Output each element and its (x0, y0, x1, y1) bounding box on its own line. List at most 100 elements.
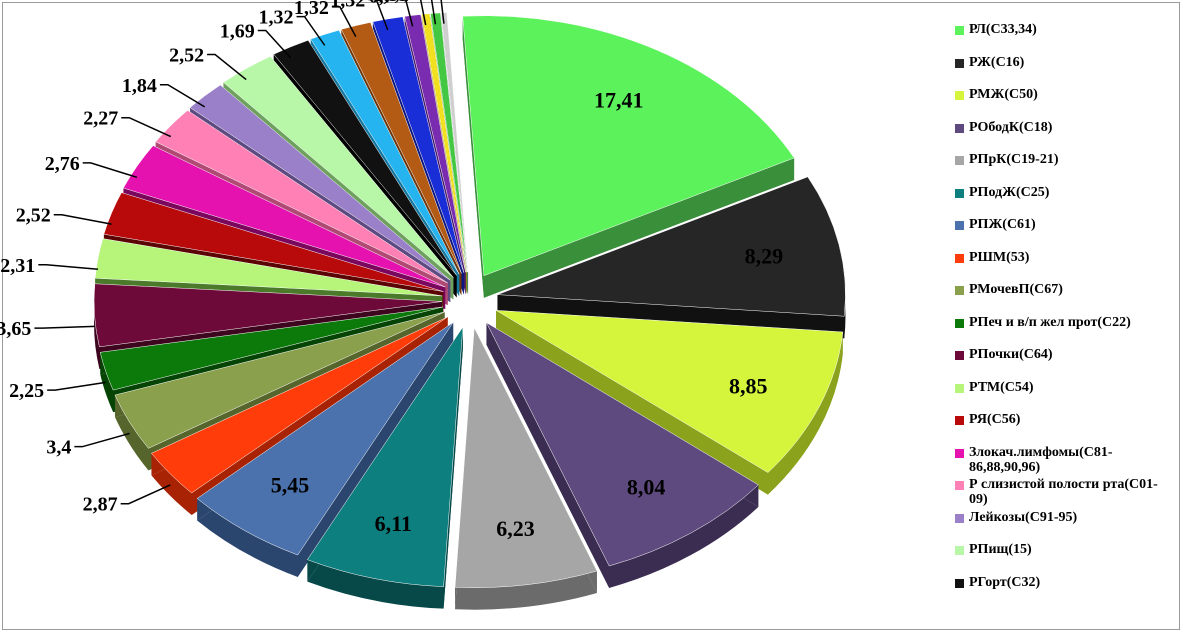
pie-slice (372, 16, 465, 273)
data-label: 2,25 (9, 380, 44, 402)
pie-slice (497, 176, 846, 317)
legend: РЛ(С33,34) РЖ(С16) РМЖ(С50) РОбодК(С18) РПрК… (955, 22, 1180, 607)
legend-swatch (955, 513, 964, 523)
data-labels: 17,41 8,29 8,85 8,04 6,23 6,11 5,45 2,87 3,4 2,25… (0, 0, 783, 541)
legend-item: РМочевП(С67) (955, 282, 1180, 315)
pie-slice (340, 22, 462, 274)
pie-slice (93, 283, 443, 348)
pie-slice (123, 145, 446, 288)
legend-label: РПищ(15) (969, 542, 1032, 557)
pie-slice (430, 12, 468, 273)
legend-label: РМЖ(С50) (969, 87, 1038, 102)
data-label: 5,45 (271, 472, 310, 497)
pie-slice (306, 326, 464, 587)
leader-line (34, 325, 95, 329)
leader-line (368, 0, 389, 31)
leader-line (159, 84, 206, 108)
legend-label: РПодЖ(С25) (969, 184, 1050, 200)
legend-label: РЖ(С16) (969, 54, 1025, 70)
data-label: 6,11 (375, 511, 412, 536)
legend-item: РМЖ(С50) (955, 87, 1180, 120)
legend-swatch (955, 448, 964, 458)
pie-slice-wall (483, 157, 795, 298)
pie-slice (485, 321, 759, 567)
data-label: 17,41 (594, 88, 644, 113)
data-label: 0,43 (385, 0, 420, 5)
data-label: 0,7 (369, 0, 394, 8)
data-label: 2,27 (83, 108, 118, 130)
data-label: 1,32 (259, 7, 294, 29)
pie-slice (273, 39, 457, 276)
pie-slice (440, 12, 469, 273)
legend-swatch (955, 578, 964, 588)
pie-slice-wall (443, 327, 463, 609)
legend-label: РМочевП(С67) (969, 282, 1063, 297)
pie-slice (189, 84, 451, 281)
data-label: 2,76 (45, 153, 80, 175)
legend-swatch (955, 26, 964, 35)
legend-label: РПЖ(С61) (969, 217, 1036, 232)
leader-line (53, 213, 112, 225)
leader-line (74, 432, 130, 448)
pie-slices (93, 12, 846, 588)
pie-slice-wall (496, 310, 768, 495)
data-label: 3,65 (0, 318, 31, 340)
legend-item: РШМ(53) (955, 250, 1180, 283)
legend-label: Р слизистой полости рта(С01-09) (969, 477, 1158, 507)
legend-item: РПЖ(С61) (955, 217, 1180, 250)
pie-slice (462, 15, 795, 277)
legend-item: Злокач.лимфомы(С81-86,88,90,96) (955, 445, 1180, 478)
pie-slice (151, 316, 448, 494)
legend-item: РЛ(С33,34) (955, 22, 1180, 55)
legend-swatch (955, 286, 964, 295)
legend-swatch (955, 416, 964, 425)
legend-swatch (955, 58, 964, 68)
legend-label: РПрК(С19-21) (969, 152, 1059, 167)
leader-line (331, 6, 357, 37)
data-label: 6,23 (496, 516, 535, 541)
legend-item: РЯ(С56) (955, 412, 1180, 445)
legend-label: РШМ(53) (969, 249, 1030, 265)
legend-swatch (955, 91, 964, 100)
data-label: 1,32 (330, 0, 365, 12)
legend-swatch (955, 383, 964, 393)
legend-item: Р слизистой полости рта(С01-09) (955, 477, 1180, 510)
data-label: 2,87 (83, 494, 118, 516)
legend-item: РПищ(15) (955, 542, 1180, 575)
legend-label: Злокач.лимфомы(С81-86,88,90,96) (969, 444, 1113, 475)
leader-line (207, 53, 247, 81)
leader-line (82, 162, 138, 179)
legend-swatch (955, 156, 964, 165)
data-label: 1,32 (294, 0, 329, 19)
legend-label: РОбодК(С18) (969, 119, 1053, 135)
pie-slice (454, 326, 598, 588)
data-label: 2,52 (16, 205, 51, 227)
leader-line (440, 0, 445, 24)
data-label: 2,31 (0, 255, 35, 277)
legend-item: РПодЖ(С25) (955, 185, 1180, 218)
legend-label: РПочки(С64) (969, 347, 1053, 362)
leader-line (38, 264, 99, 271)
legend-item: РПеч и в/п жел прот(С22) (955, 315, 1180, 348)
pie-slice (495, 310, 844, 473)
data-label: 2,52 (169, 45, 204, 67)
legend-item: РГорт(С32) (955, 575, 1180, 608)
pie-slice (222, 56, 454, 278)
data-label: 8,85 (729, 373, 768, 398)
leader-line (296, 15, 326, 46)
leader-line (47, 381, 106, 391)
legend-swatch (955, 318, 964, 328)
data-label: 3,4 (46, 437, 71, 459)
legend-item: РОбодК(С18) (955, 120, 1180, 153)
legend-label: Лейкозы(С91-95) (969, 509, 1078, 525)
leader-line (120, 484, 171, 505)
data-label: 8,04 (627, 475, 666, 500)
data-label: 0,35 (374, 0, 409, 6)
legend-swatch (955, 221, 964, 230)
legend-label: РЯ(С56) (969, 412, 1021, 427)
data-label: 1,84 (122, 75, 157, 97)
legend-label: РГорт(С32) (969, 574, 1041, 590)
legend-swatch (955, 546, 964, 555)
legend-swatch (955, 123, 964, 133)
